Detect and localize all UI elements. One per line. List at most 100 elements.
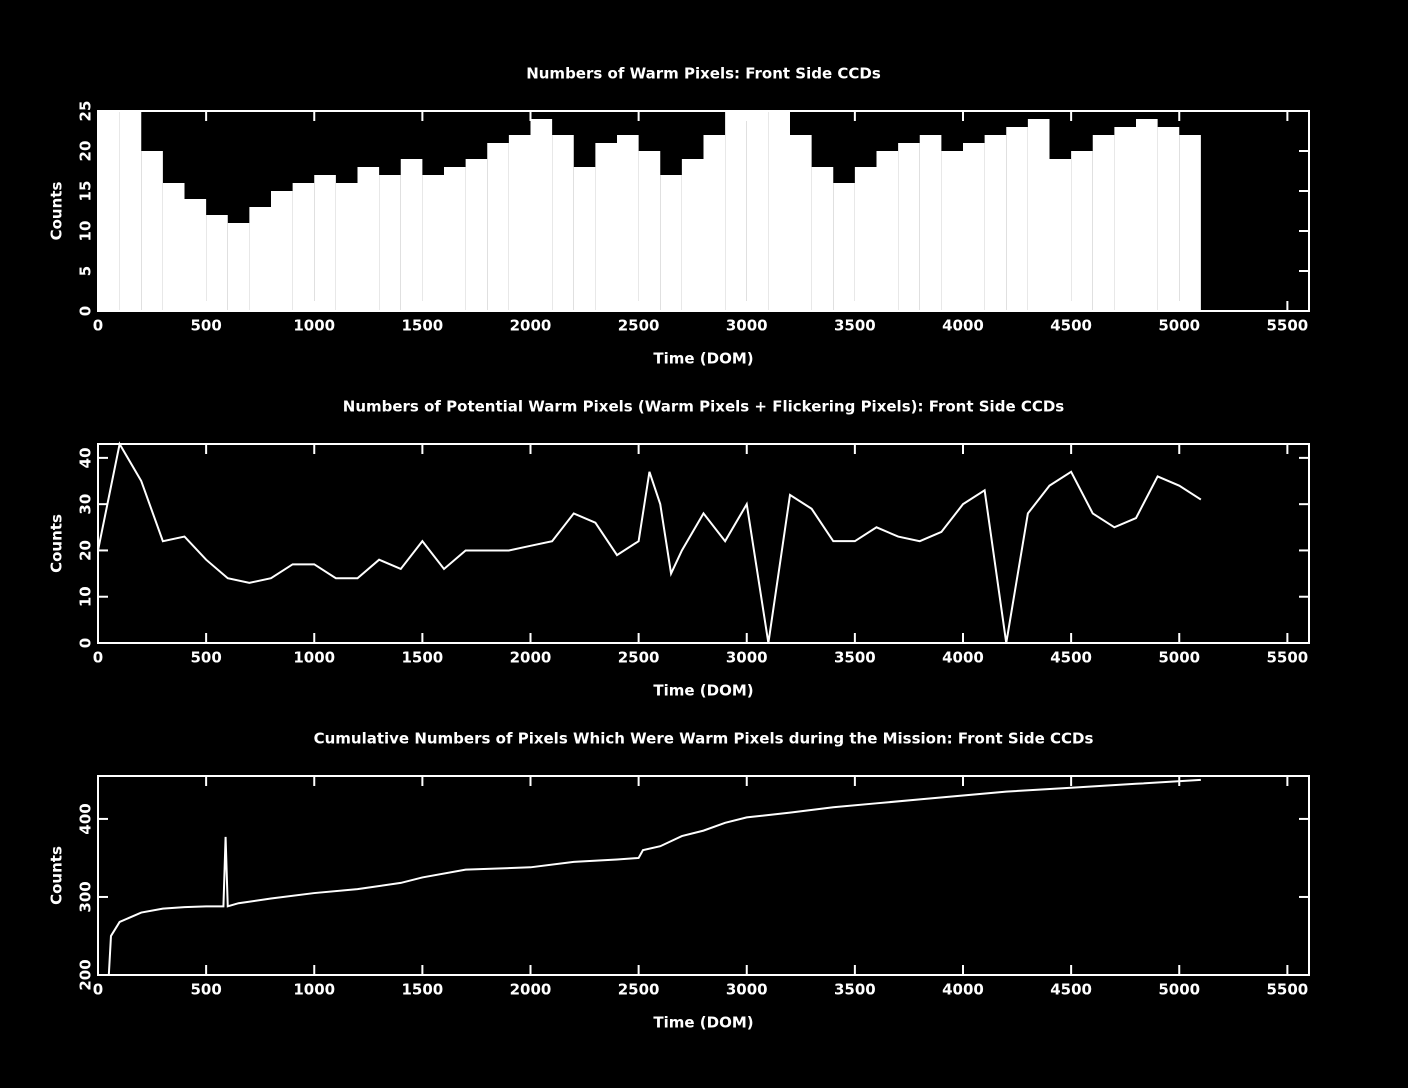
x-axis-label: Time (DOM) [653,682,753,700]
x-tick-label: 5000 [1158,649,1200,667]
bar [119,111,142,311]
x-tick-label: 2000 [510,981,552,999]
bar [335,183,358,311]
x-tick-label: 5000 [1158,981,1200,999]
x-tick-label: 0 [93,317,103,335]
bar [1006,127,1028,311]
y-tick-label: 25 [77,101,95,122]
y-tick-label: 15 [77,181,95,202]
x-tick-label: 3500 [834,981,876,999]
bar [292,183,315,311]
bar [876,151,899,311]
bar [833,183,855,311]
x-axis-label: Time (DOM) [653,1014,753,1032]
bar [184,199,207,311]
x-tick-label: 500 [190,981,221,999]
bar [1027,119,1050,311]
x-tick-label: 3000 [726,649,768,667]
x-tick-label: 1500 [402,981,444,999]
x-tick-label: 0 [93,649,103,667]
x-tick-label: 5500 [1267,317,1309,335]
bar [725,111,747,311]
x-tick-label: 3500 [834,649,876,667]
x-tick-label: 3500 [834,317,876,335]
y-tick-label: 40 [77,447,95,468]
y-tick-label: 200 [77,959,95,990]
x-tick-label: 4500 [1050,981,1092,999]
x-tick-label: 1500 [402,317,444,335]
x-tick-label: 1000 [293,317,335,335]
bar [1114,127,1136,311]
y-tick-label: 400 [77,803,95,834]
bar [1071,151,1093,311]
bar [963,143,985,311]
plot-frame [97,110,1310,312]
bar [1049,159,1072,311]
bar [422,175,444,311]
x-tick-label: 2500 [618,981,660,999]
bar [681,159,704,311]
x-tick-label: 2500 [618,649,660,667]
bar [1092,135,1115,311]
bar [227,223,250,311]
bar [249,207,271,311]
bar [1136,119,1158,311]
bar [444,167,466,311]
y-axis-label: Counts [48,514,66,573]
bar [141,151,163,311]
bar [400,159,423,311]
x-axis-label: Time (DOM) [653,350,753,368]
x-tick-label: 4000 [942,649,984,667]
bar [271,191,293,311]
bar [746,111,769,311]
data-line [97,441,1202,644]
x-tick-label: 500 [190,317,221,335]
bar [573,167,596,311]
x-tick-label: 5500 [1267,981,1309,999]
y-tick-label: 10 [77,221,95,242]
x-tick-label: 500 [190,649,221,667]
x-tick-label: 3000 [726,317,768,335]
x-tick-label: 4500 [1050,649,1092,667]
bar [1179,135,1201,311]
y-axis-label: Counts [48,182,66,241]
y-tick-label: 30 [77,494,95,515]
bar [984,135,1007,311]
bar [552,135,574,311]
chart-title: Numbers of Potential Warm Pixels (Warm P… [343,398,1065,416]
x-tick-label: 4000 [942,981,984,999]
y-tick-label: 300 [77,881,95,912]
x-tick-label: 2000 [510,649,552,667]
x-tick-label: 1000 [293,981,335,999]
bar [617,135,639,311]
x-tick-label: 1000 [293,649,335,667]
bar [595,143,617,311]
x-tick-label: 2000 [510,317,552,335]
bar [660,175,682,311]
bar [206,215,228,311]
x-tick-label: 5500 [1267,649,1309,667]
bar [898,143,920,311]
bar [162,183,185,311]
bar [919,135,942,311]
bar [314,175,336,311]
bar [941,151,963,311]
bar [703,135,726,311]
bar [790,135,812,311]
x-tick-label: 1500 [402,649,444,667]
y-tick-label: 20 [77,141,95,162]
bar [768,111,790,311]
data-line [107,778,1201,976]
chart-title: Cumulative Numbers of Pixels Which Were … [314,730,1094,748]
x-tick-label: 2500 [618,317,660,335]
bar [638,151,661,311]
bar [98,111,120,311]
bar [508,135,531,311]
x-tick-label: 5000 [1158,317,1200,335]
bar [357,167,380,311]
bar [854,167,877,311]
bar [811,167,834,311]
bar [465,159,488,311]
x-tick-label: 4000 [942,317,984,335]
